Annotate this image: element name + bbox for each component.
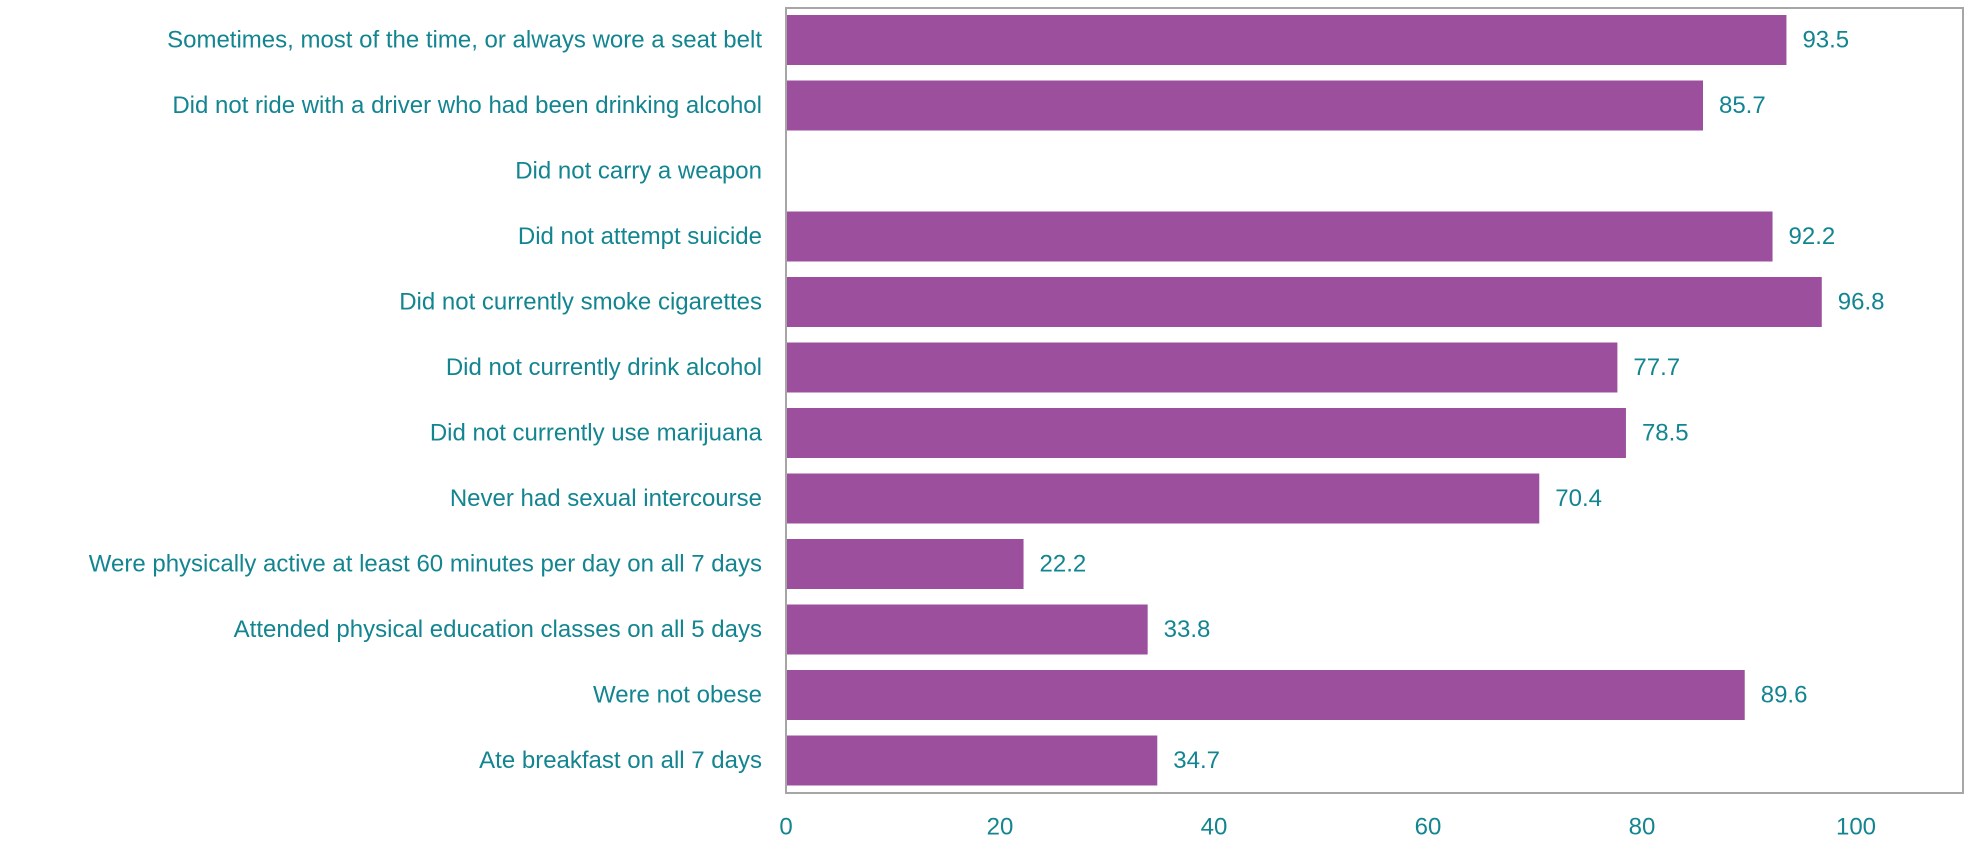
x-tick-label: 0	[779, 814, 792, 841]
x-tick-label: 40	[1201, 814, 1228, 841]
value-label: 96.8	[1838, 289, 1885, 316]
category-label: Did not currently drink alcohol	[446, 354, 762, 381]
x-tick-label: 60	[1415, 814, 1442, 841]
x-tick-label: 20	[987, 814, 1014, 841]
value-label: 33.8	[1164, 616, 1211, 643]
x-tick-label: 100	[1836, 814, 1876, 841]
value-label: 78.5	[1642, 420, 1689, 447]
bar	[786, 211, 1773, 262]
bar	[786, 80, 1703, 131]
value-label: 70.4	[1555, 485, 1602, 512]
bar	[786, 277, 1822, 327]
category-label: Never had sexual intercourse	[450, 485, 762, 512]
category-label: Sometimes, most of the time, or always w…	[167, 27, 762, 54]
bar	[786, 408, 1626, 458]
value-label: 92.2	[1789, 223, 1836, 250]
bar	[786, 735, 1158, 786]
value-label: 89.6	[1761, 682, 1808, 709]
bar	[786, 342, 1618, 393]
bar	[786, 539, 1024, 589]
category-labels: Sometimes, most of the time, or always w…	[89, 27, 763, 775]
category-label: Did not ride with a driver who had been …	[172, 92, 762, 119]
bar	[786, 670, 1745, 720]
bar	[786, 473, 1540, 524]
value-label: 34.7	[1173, 747, 1220, 774]
category-label: Ate breakfast on all 7 days	[479, 747, 762, 774]
category-label: Did not carry a weapon	[515, 158, 762, 185]
value-label: 93.5	[1802, 27, 1849, 54]
x-tick-label: 80	[1629, 814, 1656, 841]
bar	[786, 604, 1148, 655]
value-labels: 93.5 85.7 92.2 96.8 77.7 78.5 70.4 22.2 33.8 89.6…	[1040, 27, 1885, 775]
value-label: 77.7	[1633, 354, 1680, 381]
category-label: Did not currently use marijuana	[430, 420, 763, 447]
category-label: Did not currently smoke cigarettes	[399, 289, 762, 316]
value-label: 22.2	[1040, 551, 1087, 578]
value-label: 85.7	[1719, 92, 1766, 119]
plot-frame	[785, 7, 1964, 794]
bars-layer	[786, 15, 1822, 786]
category-label: Were physically active at least 60 minut…	[89, 551, 762, 578]
x-axis-ticks: 0 20 40 60 80 100	[779, 814, 1876, 841]
bar	[786, 15, 1787, 65]
category-label: Were not obese	[593, 682, 762, 709]
category-label: Did not attempt suicide	[518, 223, 762, 250]
category-label: Attended physical education classes on a…	[234, 616, 762, 643]
